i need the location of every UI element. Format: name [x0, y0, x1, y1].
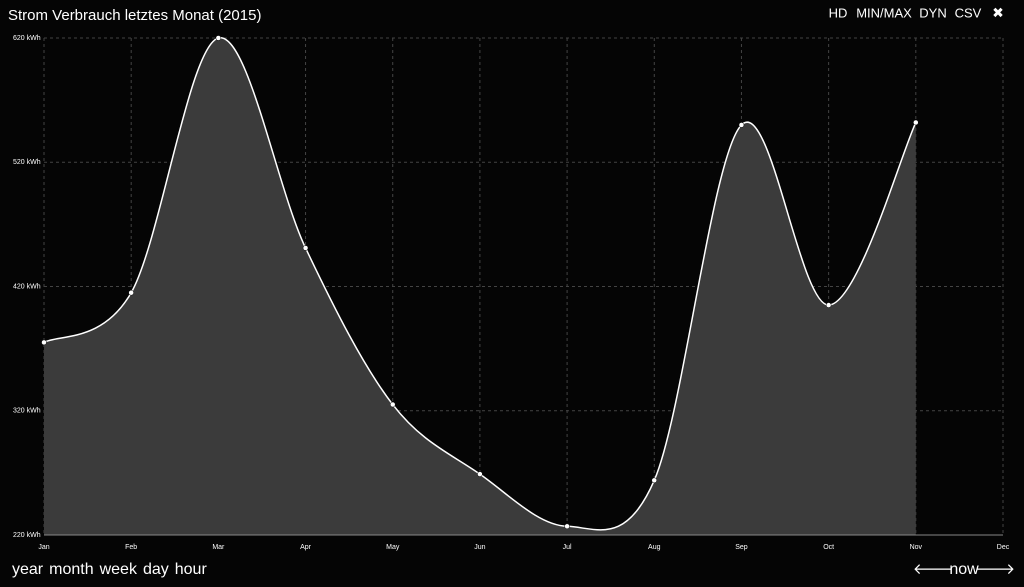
- point: [651, 477, 658, 484]
- y-tick-label: 520 kWh: [13, 159, 41, 166]
- range-button[interactable]: week: [99, 561, 138, 578]
- point: [564, 523, 570, 530]
- x-tick-label: Sep: [735, 544, 748, 551]
- point: [913, 119, 919, 126]
- toolbar-button[interactable]: HD: [829, 5, 848, 20]
- x-tick-label: Dec: [997, 544, 1010, 551]
- point: [477, 471, 483, 477]
- toolbar-button[interactable]: DYN: [919, 5, 946, 20]
- x-tick-label: Apr: [300, 544, 312, 551]
- range-button[interactable]: hour: [175, 561, 208, 578]
- range-button[interactable]: month: [49, 561, 93, 578]
- point: [738, 122, 745, 128]
- prev-button[interactable]: 🡐: [913, 561, 953, 578]
- now-button[interactable]: now: [949, 561, 979, 578]
- y-tick-label: 420 kWh: [13, 283, 41, 290]
- point: [302, 245, 309, 251]
- x-tick-label: Jan: [38, 544, 49, 551]
- next-button[interactable]: 🡒: [975, 561, 1015, 578]
- x-tick-label: Jun: [474, 544, 485, 551]
- x-tick-label: Mar: [212, 544, 225, 551]
- close-button[interactable]: ✖: [992, 5, 1004, 21]
- area: [44, 37, 916, 535]
- toolbar-button[interactable]: CSV: [955, 5, 982, 20]
- x-tick-label: Jul: [563, 544, 572, 551]
- line: [43, 37, 917, 531]
- point: [389, 401, 396, 408]
- point: [128, 289, 134, 296]
- x-tick-label: Feb: [125, 544, 137, 551]
- point: [825, 302, 832, 308]
- point: [41, 339, 47, 346]
- x-tick-label: Oct: [823, 544, 834, 551]
- range-button[interactable]: year: [12, 561, 44, 578]
- x-tick-label: Aug: [648, 544, 661, 551]
- y-tick-label: 320 kWh: [13, 408, 41, 415]
- toolbar-button[interactable]: MIN/MAX: [856, 5, 912, 20]
- x-tick-label: May: [386, 544, 400, 551]
- range-button[interactable]: day: [143, 561, 169, 578]
- y-tick-label: 620 kWh: [13, 35, 41, 42]
- point: [215, 35, 222, 41]
- x-tick-label: Nov: [910, 544, 923, 551]
- y-tick-label: 220 kWh: [13, 532, 41, 539]
- chart-title: Strom Verbrauch letztes Monat (2015): [8, 7, 261, 24]
